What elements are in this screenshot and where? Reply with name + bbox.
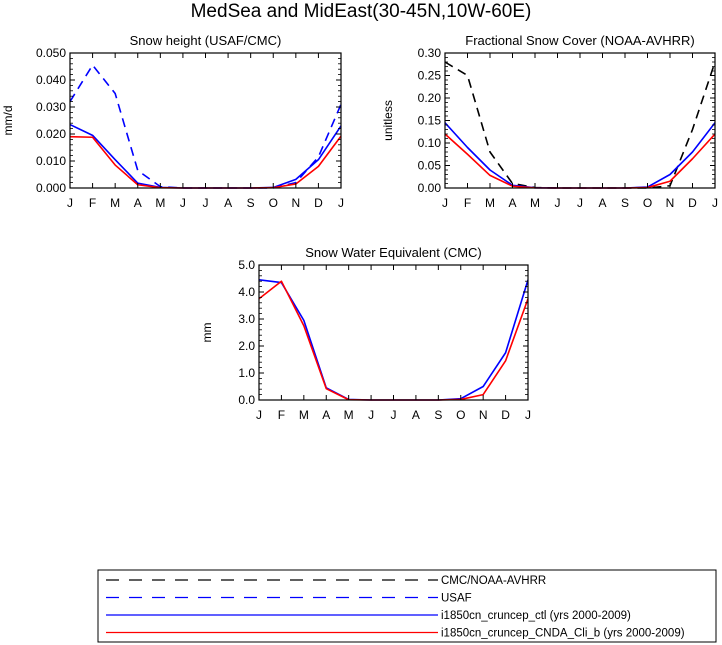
legend-frame bbox=[97, 569, 717, 643]
snow-water-equivalent-chart: Snow Water Equivalent (CMC) mm 0.0 1.0 2.0 3.… bbox=[200, 245, 531, 422]
x-tick-label: S bbox=[247, 196, 255, 210]
snow-height-chart: Snow height (USAF/CMC) mm/d 0.000 0.010 0.02… bbox=[1, 33, 344, 210]
x-tick-label: M bbox=[299, 408, 309, 422]
x-tick-label: O bbox=[456, 408, 465, 422]
x-tick-label: M bbox=[110, 196, 120, 210]
series-group bbox=[259, 279, 528, 401]
x-tick-label: J bbox=[555, 196, 561, 210]
y-tick-label: 3.0 bbox=[238, 312, 255, 326]
x-tick-label: J bbox=[577, 196, 583, 210]
x-tick-label: D bbox=[688, 196, 697, 210]
x-tick-label: M bbox=[344, 408, 354, 422]
series-line-i1850cn-cruncep-ctl-yrs-2000-2009 bbox=[70, 123, 341, 189]
x-tick-label: J bbox=[525, 408, 531, 422]
y-tick-label: 0.20 bbox=[418, 91, 442, 105]
y-tick-label: 0.050 bbox=[36, 46, 66, 60]
y-tick-label: 1.0 bbox=[238, 366, 255, 380]
legend-label: CMC/NOAA-AVHRR bbox=[441, 575, 546, 587]
series-line-i1850cn-cruncep-cnda-cli-b-yrs-2000-2009 bbox=[259, 280, 528, 401]
x-tick-label: A bbox=[134, 196, 142, 210]
y-tick-label: 0.010 bbox=[36, 154, 66, 168]
x-tick-label: J bbox=[180, 196, 186, 210]
y-tick-label: 0.020 bbox=[36, 127, 66, 141]
x-tick-label: S bbox=[621, 196, 629, 210]
x-tick-label: F bbox=[278, 408, 285, 422]
plot-frame bbox=[69, 52, 342, 189]
x-tick-label: J bbox=[338, 196, 344, 210]
fractional-snow-cover-chart: Fractional Snow Cover (NOAA-AVHRR) unitle… bbox=[381, 33, 718, 210]
y-tick-label: 0.030 bbox=[36, 100, 66, 114]
y-axis-label: unitless bbox=[381, 100, 395, 141]
x-tick-label: N bbox=[666, 196, 675, 210]
x-tick-label: N bbox=[291, 196, 300, 210]
series-group bbox=[445, 61, 715, 189]
x-tick-label: F bbox=[464, 196, 471, 210]
x-tick-label: D bbox=[314, 196, 323, 210]
y-tick-label: 2.0 bbox=[238, 339, 255, 353]
x-tick-label: O bbox=[269, 196, 278, 210]
y-tick-label: 4.0 bbox=[238, 285, 255, 299]
x-tick-label: A bbox=[224, 196, 232, 210]
x-tick-label: J bbox=[391, 408, 397, 422]
x-tick-label: M bbox=[155, 196, 165, 210]
legend: CMC/NOAA-AVHRR USAF i1850cn_cruncep_ctl (y… bbox=[97, 569, 717, 643]
y-tick-label: 0.30 bbox=[418, 46, 442, 60]
series-line-usaf bbox=[70, 64, 341, 189]
figure-title: MedSea and MidEast(30-45N,10W-60E) bbox=[191, 1, 532, 22]
y-tick-label: 0.15 bbox=[418, 114, 442, 128]
x-tick-label: M bbox=[530, 196, 540, 210]
y-tick-label: 0.25 bbox=[418, 69, 442, 83]
y-tick-label: 0.10 bbox=[418, 136, 442, 150]
series-group bbox=[70, 64, 341, 189]
y-tick-label: 0.05 bbox=[418, 159, 442, 173]
x-tick-label: A bbox=[508, 196, 516, 210]
x-tick-label: A bbox=[322, 408, 330, 422]
series-line-i1850cn-cruncep-ctl-yrs-2000-2009 bbox=[259, 279, 528, 401]
series-line-i1850cn-cruncep-cnda-cli-b-yrs-2000-2009 bbox=[445, 133, 715, 189]
series-line-i1850cn-cruncep-cnda-cli-b-yrs-2000-2009 bbox=[70, 135, 341, 189]
x-tick-label: D bbox=[501, 408, 510, 422]
panel-title: Fractional Snow Cover (NOAA-AVHRR) bbox=[465, 33, 694, 48]
plot-frame bbox=[444, 52, 716, 189]
x-tick-label: A bbox=[598, 196, 606, 210]
legend-label: i1850cn_cruncep_CNDA_Cli_b (yrs 2000-200… bbox=[441, 628, 685, 640]
y-tick-label: 5.0 bbox=[238, 258, 255, 272]
x-tick-label: N bbox=[479, 408, 488, 422]
x-tick-label: J bbox=[203, 196, 209, 210]
y-tick-label: 0.00 bbox=[418, 181, 442, 195]
y-axis-label: mm bbox=[200, 323, 214, 343]
x-tick-label: A bbox=[412, 408, 420, 422]
series-line-i1850cn-cruncep-ctl-yrs-2000-2009 bbox=[445, 122, 715, 189]
x-tick-label: J bbox=[368, 408, 374, 422]
panel-title: Snow Water Equivalent (CMC) bbox=[305, 245, 482, 260]
y-tick-label: 0.040 bbox=[36, 73, 66, 87]
x-tick-label: J bbox=[256, 408, 262, 422]
x-tick-label: J bbox=[442, 196, 448, 210]
legend-label: USAF bbox=[441, 593, 472, 605]
y-axis-label: mm/d bbox=[1, 106, 15, 136]
x-tick-label: F bbox=[89, 196, 96, 210]
x-tick-label: O bbox=[643, 196, 652, 210]
y-tick-label: 0.0 bbox=[238, 393, 255, 407]
x-tick-label: M bbox=[485, 196, 495, 210]
x-tick-label: S bbox=[434, 408, 442, 422]
panel-title: Snow height (USAF/CMC) bbox=[130, 33, 282, 48]
x-tick-label: J bbox=[67, 196, 73, 210]
y-tick-label: 0.000 bbox=[36, 181, 66, 195]
legend-label: i1850cn_cruncep_ctl (yrs 2000-2009) bbox=[441, 610, 631, 622]
x-tick-label: J bbox=[712, 196, 718, 210]
